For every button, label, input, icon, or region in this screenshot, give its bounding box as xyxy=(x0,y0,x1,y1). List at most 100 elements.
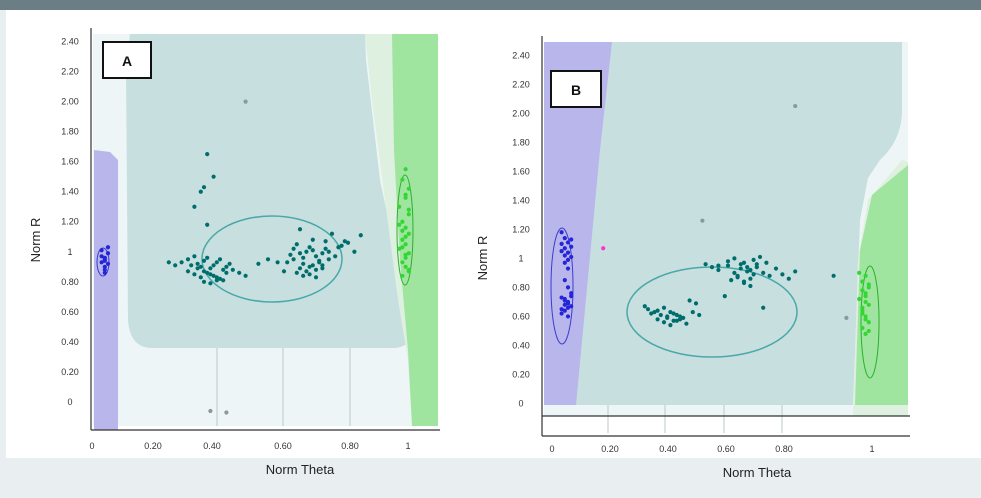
y-tick-label: 0.20 xyxy=(512,369,530,379)
blue-region xyxy=(94,150,118,430)
data-point xyxy=(211,263,216,268)
y-tick-label: 2.20 xyxy=(61,67,79,77)
x-tick-label: 0.40 xyxy=(659,444,677,454)
data-point xyxy=(105,261,111,266)
data-point xyxy=(208,281,213,286)
data-point xyxy=(326,257,331,262)
data-point xyxy=(745,264,750,270)
data-point xyxy=(403,264,408,269)
data-point xyxy=(863,317,868,322)
data-point xyxy=(333,254,338,259)
data-point xyxy=(243,273,248,278)
data-point xyxy=(674,318,679,323)
data-point xyxy=(757,254,763,260)
data-point xyxy=(645,307,651,312)
data-point xyxy=(192,254,197,259)
data-point xyxy=(863,273,868,278)
data-point xyxy=(697,312,702,318)
data-point xyxy=(307,245,312,250)
data-point xyxy=(400,260,405,265)
data-point xyxy=(857,270,862,276)
data-point xyxy=(863,299,868,305)
data-point xyxy=(403,225,408,230)
y-tick-label: 1.20 xyxy=(61,217,79,227)
data-point xyxy=(655,317,660,322)
data-point xyxy=(793,103,798,109)
teal-ellipse xyxy=(201,215,343,303)
data-point xyxy=(732,256,737,261)
data-point xyxy=(185,257,191,262)
data-point xyxy=(764,260,769,265)
data-point xyxy=(767,273,772,278)
data-point xyxy=(754,264,759,270)
data-point xyxy=(565,266,571,271)
y-tick-labels: 0 0.20 0.40 0.60 0.80 1 1.20 1.40 1.60 1.80 2.00 2.… xyxy=(61,37,79,407)
data-point xyxy=(397,204,402,209)
data-point xyxy=(748,267,753,273)
x-tick-label: 0.20 xyxy=(144,441,162,451)
y-tick-label: 2.40 xyxy=(61,37,79,47)
x-tick-label: 0 xyxy=(549,444,554,454)
data-point xyxy=(397,222,402,227)
data-point xyxy=(403,192,408,197)
data-point xyxy=(559,307,564,312)
data-point xyxy=(716,267,721,273)
data-point xyxy=(741,260,747,265)
data-point xyxy=(105,245,111,250)
data-point xyxy=(562,246,567,251)
data-point xyxy=(793,269,798,274)
data-point xyxy=(403,167,408,172)
y-tick-label: 2.40 xyxy=(512,50,530,60)
data-point xyxy=(559,311,564,316)
y-tick-label: 0.80 xyxy=(61,277,79,287)
data-point xyxy=(565,240,571,245)
y-axis-title: Norm R xyxy=(28,218,43,263)
chart-a-svg: 0 0.20 0.40 0.60 0.80 1 1.20 1.40 1.60 1.80 2.00 2.… xyxy=(28,28,440,477)
x-tick-labels: 0 0.20 0.40 0.60 0.80 1 xyxy=(549,444,874,454)
data-point xyxy=(102,267,107,272)
y-tick-label: 0.40 xyxy=(512,340,530,350)
scatter-points xyxy=(99,99,411,415)
data-point xyxy=(562,235,567,241)
data-point xyxy=(748,276,753,281)
data-point xyxy=(320,263,325,268)
y-tick-label: 1.20 xyxy=(512,224,530,234)
top-border xyxy=(0,0,981,10)
data-point xyxy=(674,312,679,318)
data-point xyxy=(748,283,753,289)
data-point xyxy=(562,278,567,283)
scatter-points xyxy=(559,103,871,336)
x-tick-label: 1 xyxy=(869,444,874,454)
data-point xyxy=(400,219,405,224)
x-tick-label: 0 xyxy=(89,441,94,451)
data-point xyxy=(735,275,740,280)
panel-label-box xyxy=(102,41,152,79)
data-point xyxy=(866,285,871,290)
data-point xyxy=(198,275,203,280)
data-point xyxy=(297,266,303,271)
data-point xyxy=(310,237,315,242)
y-tick-label: 0.80 xyxy=(512,282,530,292)
data-point xyxy=(403,195,408,200)
y-tick-label: 2.00 xyxy=(512,108,530,118)
x-tick-labels: 0 0.20 0.40 0.60 0.80 1 xyxy=(89,441,410,451)
data-point xyxy=(201,279,207,284)
data-point xyxy=(179,260,184,265)
data-point xyxy=(406,186,411,191)
data-point xyxy=(224,410,229,415)
data-point xyxy=(655,308,660,313)
data-point xyxy=(185,269,191,274)
y-tick-label: 1.40 xyxy=(512,195,530,205)
data-point xyxy=(559,249,564,254)
data-point xyxy=(400,273,405,278)
data-point xyxy=(406,231,411,236)
data-point xyxy=(406,212,411,217)
data-point xyxy=(221,267,226,272)
data-point xyxy=(671,318,676,323)
data-point xyxy=(860,305,865,310)
y-tick-label: 2.20 xyxy=(512,79,530,89)
data-point xyxy=(201,269,207,274)
data-point xyxy=(406,267,411,272)
data-point xyxy=(352,249,357,254)
